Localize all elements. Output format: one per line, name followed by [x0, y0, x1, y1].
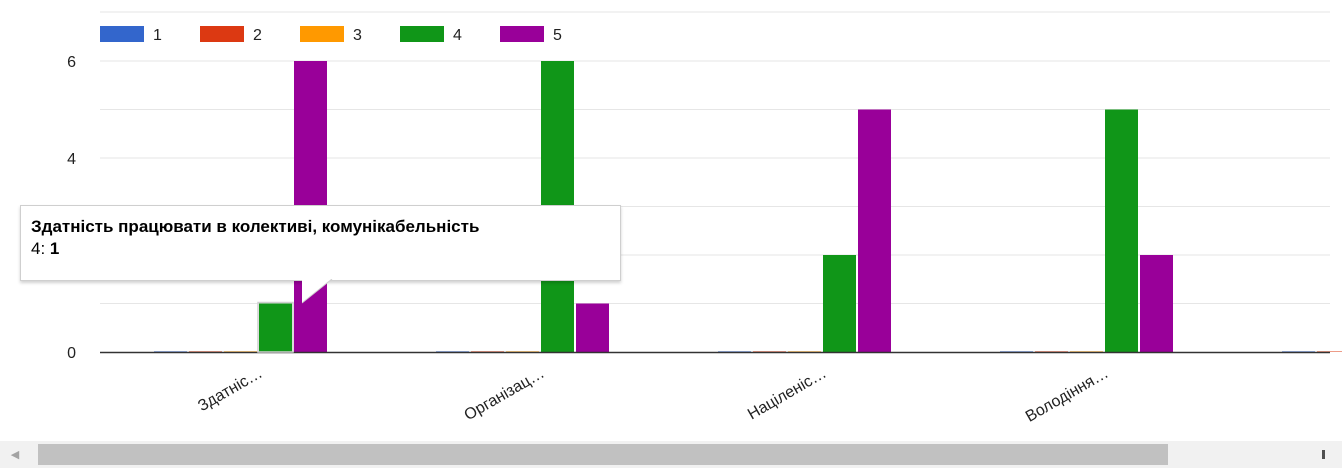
legend-label-5: 5 — [553, 27, 562, 44]
bar-4-cat-0[interactable] — [259, 303, 292, 353]
chart-tooltip: Здатність працювати в колективі, комунік… — [20, 205, 621, 281]
scroll-left-arrow-icon[interactable]: ◀ — [10, 449, 20, 461]
bar-1-cat-1[interactable] — [436, 351, 469, 352]
bar-1-cat-4[interactable] — [1282, 351, 1315, 352]
hovered-bar-outline — [257, 301, 294, 353]
bar-4-cat-3[interactable] — [1105, 109, 1138, 353]
bar-5-cat-3[interactable] — [1140, 255, 1173, 352]
bar-5-cat-1[interactable] — [576, 303, 609, 353]
bar-5-cat-2[interactable] — [858, 109, 891, 353]
tooltip-pointer — [302, 279, 333, 304]
x-category-label: Здатніс… — [195, 365, 265, 415]
tooltip-value: 1 — [49, 239, 60, 258]
legend-swatch-1 — [100, 26, 144, 42]
x-category-label: Володіння… — [1023, 365, 1112, 426]
legend-swatch-3 — [300, 26, 344, 42]
legend-swatch-2 — [200, 26, 244, 42]
x-category-label: Націленіс… — [745, 365, 830, 424]
x-category-label: Організац… — [461, 365, 547, 424]
tooltip-series-label: 4 — [31, 239, 41, 258]
y-axis-ticks: 0 4 6 — [67, 54, 76, 362]
y-tick-label: 0 — [67, 345, 76, 362]
bar-3-cat-2[interactable] — [788, 351, 821, 352]
legend-swatch-5 — [500, 26, 544, 42]
tooltip-value-line: 4: 1 — [31, 239, 60, 258]
bar-1-cat-2[interactable] — [718, 351, 751, 352]
bar-4-cat-2[interactable] — [823, 255, 856, 352]
bar-2-cat-1[interactable] — [471, 351, 504, 352]
legend-label-3: 3 — [353, 27, 362, 44]
y-tick-label: 4 — [67, 151, 76, 168]
bar-1-cat-3[interactable] — [1000, 351, 1033, 352]
bar-2-cat-0[interactable] — [189, 351, 222, 352]
bar-1-cat-0[interactable] — [154, 351, 187, 352]
bar-2-cat-4[interactable] — [1317, 351, 1342, 352]
bar-2-cat-3[interactable] — [1035, 351, 1068, 352]
legend-label-2: 2 — [253, 27, 262, 44]
bar-3-cat-1[interactable] — [506, 351, 539, 352]
x-axis-category-labels: Здатніс…Організац…Націленіс…Володіння…Ве… — [195, 365, 1112, 426]
scroll-right-edge-marker — [1322, 450, 1325, 459]
tooltip-title: Здатність працювати в колективі, комунік… — [31, 217, 480, 236]
y-tick-label: 6 — [67, 54, 76, 71]
bar-2-cat-2[interactable] — [753, 351, 786, 352]
bar-3-cat-3[interactable] — [1070, 351, 1103, 352]
legend-label-1: 1 — [153, 27, 162, 44]
bar-3-cat-0[interactable] — [224, 351, 257, 352]
horizontal-scrollbar[interactable]: ◀ — [0, 441, 1342, 468]
legend-label-4: 4 — [453, 27, 462, 44]
scroll-thumb[interactable] — [38, 444, 1168, 465]
legend-swatch-4 — [400, 26, 444, 42]
legend: 1 2 3 4 5 — [100, 26, 562, 44]
